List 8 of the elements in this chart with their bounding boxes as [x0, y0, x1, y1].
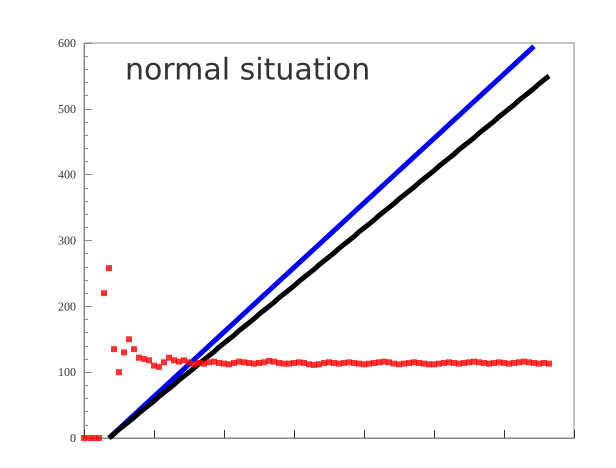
y-tick-label: 300: [58, 234, 76, 248]
y-tick-label: 400: [58, 168, 76, 182]
y-tick-label: 100: [58, 365, 76, 380]
y-tick-label: 0: [70, 431, 76, 445]
y-tick-label: 200: [58, 299, 76, 314]
annotation: normal situation: [125, 52, 370, 88]
y-tick-label: 500: [58, 102, 76, 116]
y-tick-label: 600: [58, 36, 76, 50]
